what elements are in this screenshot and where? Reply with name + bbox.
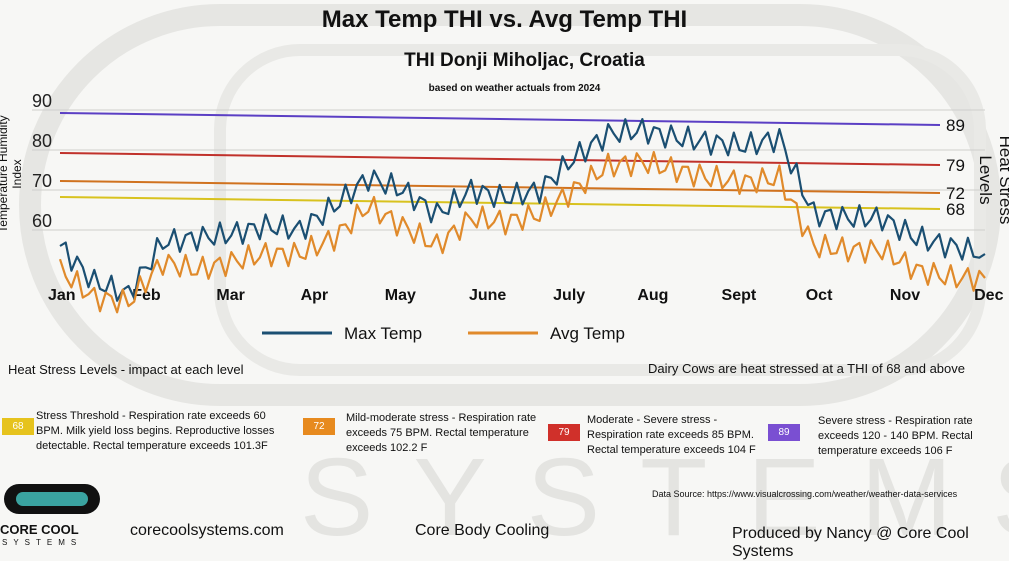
level-68-badge: 68 — [2, 418, 34, 435]
y-tick-80: 80 — [32, 131, 52, 151]
threshold-68-label: 68 — [946, 200, 965, 219]
tagline-text: Core Body Cooling — [415, 522, 550, 539]
level-68-desc: Stress Threshold - Respiration rate exce… — [36, 410, 275, 452]
logo-subtext: SYSTEMS — [2, 538, 83, 547]
legend-label-0: Max Temp — [344, 324, 422, 343]
level-79-desc: Moderate - Severe stress - Respiration r… — [587, 414, 756, 456]
chart-subtitle: THI Donji Miholjac, Croatia — [404, 50, 645, 71]
threshold-68-line — [59, 196, 941, 210]
series-line-max-temp — [59, 117, 986, 302]
core-cool-logo — [4, 484, 100, 514]
threshold-79-line — [59, 152, 941, 166]
x-tick-Jan: Jan — [48, 287, 76, 304]
dairy-note: Dairy Cows are heat stressed at a THI of… — [648, 361, 965, 376]
x-tick-May: May — [385, 287, 416, 304]
x-tick-Mar: Mar — [216, 287, 244, 304]
threshold-72-label: 72 — [946, 184, 965, 203]
producer-text: Produced by Nancy @ Core Cool Systems — [732, 525, 969, 560]
x-tick-Sept: Sept — [722, 287, 757, 304]
impact-note: Heat Stress Levels - impact at each leve… — [8, 362, 244, 377]
data-source: Data Source: https://www.visualcrossing.… — [652, 489, 958, 499]
x-tick-Dec: Dec — [974, 287, 1003, 304]
y-tick-70: 70 — [32, 171, 52, 191]
threshold-89-label: 89 — [946, 116, 965, 135]
x-tick-Feb: Feb — [132, 287, 161, 304]
legend-label-1: Avg Temp — [550, 324, 625, 343]
level-79-badge: 79 — [548, 424, 580, 441]
website-text: corecoolsystems.com — [130, 522, 284, 539]
level-72-badge: 72 — [303, 418, 335, 435]
x-tick-July: July — [553, 287, 585, 304]
level-89-desc: Severe stress - Respiration rate exceeds… — [818, 415, 973, 457]
x-tick-June: June — [469, 287, 506, 304]
svg-text:SYSTEMS: SYSTEMS — [300, 436, 1009, 550]
y-tick-60: 60 — [32, 211, 52, 231]
threshold-89-line — [59, 112, 941, 126]
logo-text: CORE COOL — [0, 522, 79, 537]
x-tick-Aug: Aug — [637, 287, 668, 304]
x-tick-Nov: Nov — [890, 287, 920, 304]
y-tick-90: 90 — [32, 91, 52, 111]
x-tick-Apr: Apr — [301, 287, 329, 304]
level-72-desc: Mild-moderate stress - Respiration rate … — [346, 412, 537, 454]
threshold-79-label: 79 — [946, 156, 965, 175]
level-89-badge: 89 — [768, 424, 800, 441]
x-tick-Oct: Oct — [806, 287, 833, 304]
series-line-avg-temp — [58, 150, 986, 314]
chart-caption: based on weather actuals from 2024 — [428, 83, 601, 94]
chart-title: Max Temp THI vs. Avg Temp THI — [321, 6, 688, 33]
